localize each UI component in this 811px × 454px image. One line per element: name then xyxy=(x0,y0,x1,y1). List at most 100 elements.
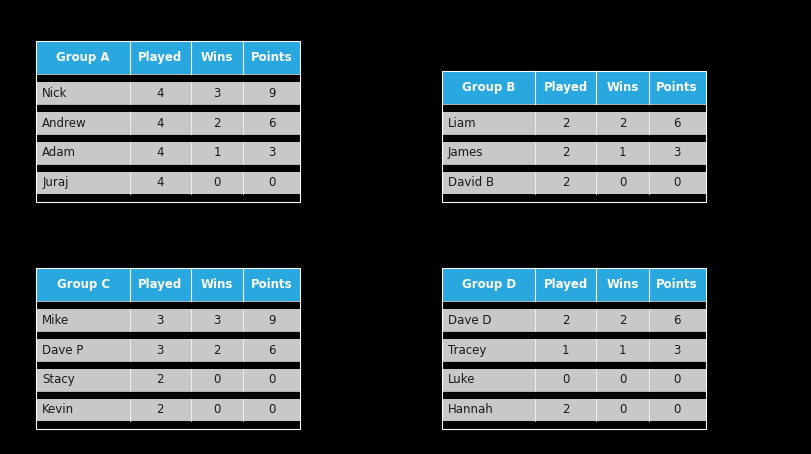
Bar xyxy=(535,142,596,164)
Text: 2: 2 xyxy=(213,117,221,129)
Bar xyxy=(442,361,706,369)
Bar xyxy=(191,172,243,194)
Bar xyxy=(36,104,300,112)
Bar xyxy=(36,41,300,202)
Text: 0: 0 xyxy=(562,374,569,386)
Bar xyxy=(442,268,706,429)
Bar xyxy=(36,361,300,369)
Text: Luke: Luke xyxy=(448,374,475,386)
Bar xyxy=(243,268,300,301)
Bar xyxy=(130,309,191,331)
Bar xyxy=(36,172,130,194)
Text: 9: 9 xyxy=(268,314,276,326)
Bar xyxy=(36,331,300,339)
Bar xyxy=(649,112,706,134)
Text: Dave P: Dave P xyxy=(42,344,84,356)
Bar xyxy=(596,172,649,194)
Bar xyxy=(191,369,243,391)
Bar xyxy=(596,339,649,361)
Text: Group C: Group C xyxy=(57,278,109,291)
Text: 2: 2 xyxy=(562,117,569,129)
Bar xyxy=(243,172,300,194)
Bar xyxy=(130,172,191,194)
Text: 3: 3 xyxy=(673,147,681,159)
Text: 3: 3 xyxy=(673,344,681,356)
Text: 0: 0 xyxy=(673,374,681,386)
Text: 2: 2 xyxy=(562,404,569,416)
Bar xyxy=(36,134,300,142)
Bar xyxy=(36,268,130,301)
Text: 2: 2 xyxy=(619,117,626,129)
Text: 0: 0 xyxy=(213,177,221,189)
Text: Group D: Group D xyxy=(461,278,516,291)
Text: 4: 4 xyxy=(157,87,164,99)
Bar xyxy=(535,339,596,361)
Bar xyxy=(243,112,300,134)
Bar xyxy=(130,41,191,74)
Text: Played: Played xyxy=(138,51,182,64)
Bar xyxy=(191,268,243,301)
Text: Stacy: Stacy xyxy=(42,374,75,386)
Bar xyxy=(36,194,300,202)
Text: 6: 6 xyxy=(268,344,276,356)
Text: 0: 0 xyxy=(268,177,276,189)
Text: 2: 2 xyxy=(562,177,569,189)
Text: 0: 0 xyxy=(619,177,626,189)
Bar xyxy=(191,112,243,134)
Bar xyxy=(442,164,706,172)
Bar xyxy=(649,339,706,361)
Text: Dave D: Dave D xyxy=(448,314,491,326)
Text: 0: 0 xyxy=(619,404,626,416)
Text: 0: 0 xyxy=(268,374,276,386)
Bar xyxy=(535,71,596,104)
Bar xyxy=(36,164,300,172)
Bar xyxy=(36,268,300,429)
Bar xyxy=(596,268,649,301)
Text: Hannah: Hannah xyxy=(448,404,493,416)
Bar xyxy=(535,112,596,134)
Bar xyxy=(36,309,130,331)
Bar xyxy=(535,268,596,301)
Bar xyxy=(596,142,649,164)
Text: Wins: Wins xyxy=(607,81,638,94)
Bar xyxy=(130,399,191,421)
Bar xyxy=(596,309,649,331)
Bar xyxy=(596,112,649,134)
Text: 0: 0 xyxy=(213,404,221,416)
Bar xyxy=(442,339,535,361)
Bar xyxy=(442,172,535,194)
Bar xyxy=(130,112,191,134)
Text: 0: 0 xyxy=(268,404,276,416)
Text: 0: 0 xyxy=(619,374,626,386)
Bar xyxy=(442,331,706,339)
Text: 4: 4 xyxy=(157,147,164,159)
Text: David B: David B xyxy=(448,177,494,189)
Bar xyxy=(243,142,300,164)
Bar xyxy=(596,399,649,421)
Text: 0: 0 xyxy=(673,404,681,416)
Bar xyxy=(36,301,300,309)
Bar xyxy=(36,369,130,391)
Bar xyxy=(243,339,300,361)
Bar xyxy=(535,399,596,421)
Bar xyxy=(130,268,191,301)
Text: Adam: Adam xyxy=(42,147,76,159)
Bar xyxy=(243,41,300,74)
Text: 2: 2 xyxy=(562,147,569,159)
Text: James: James xyxy=(448,147,483,159)
Bar xyxy=(442,399,535,421)
Text: 2: 2 xyxy=(562,314,569,326)
Text: 3: 3 xyxy=(268,147,276,159)
Text: 2: 2 xyxy=(157,374,164,386)
Bar xyxy=(191,82,243,104)
Bar xyxy=(442,134,706,142)
Bar xyxy=(130,142,191,164)
Text: 0: 0 xyxy=(673,177,681,189)
Text: 9: 9 xyxy=(268,87,276,99)
Text: Andrew: Andrew xyxy=(42,117,87,129)
Text: 3: 3 xyxy=(157,314,164,326)
Bar xyxy=(191,309,243,331)
Bar xyxy=(442,104,706,112)
Bar xyxy=(36,142,130,164)
Text: Juraj: Juraj xyxy=(42,177,69,189)
